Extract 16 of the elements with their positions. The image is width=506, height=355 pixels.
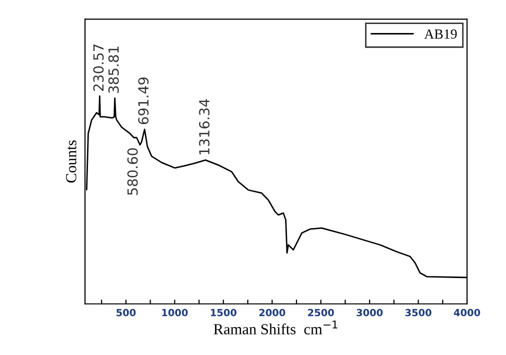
x-tick-label: 1000 [162, 308, 188, 316]
x-tick-label: 1500 [210, 308, 236, 316]
x-tick-label: 4000 [454, 308, 480, 316]
annotation: 385.81 [108, 46, 119, 93]
x-tick-label: 3500 [405, 308, 432, 316]
x-tick-label: 3000 [356, 308, 383, 316]
annotation: 1316.34 [199, 99, 210, 154]
annotation: 230.57 [93, 44, 104, 91]
x-axis-title: Raman Shifts cm$^{−1}$ [214, 320, 338, 334]
annotation: 691.49 [138, 78, 149, 124]
x-tick-label: 2500 [308, 308, 334, 316]
y-axis-title: Counts [66, 140, 76, 183]
annotation: 580.60 [127, 148, 138, 195]
x-tick-label: 500 [116, 308, 136, 316]
legend-label: AB19 [424, 29, 457, 39]
x-tick-label: 2000 [259, 308, 286, 316]
